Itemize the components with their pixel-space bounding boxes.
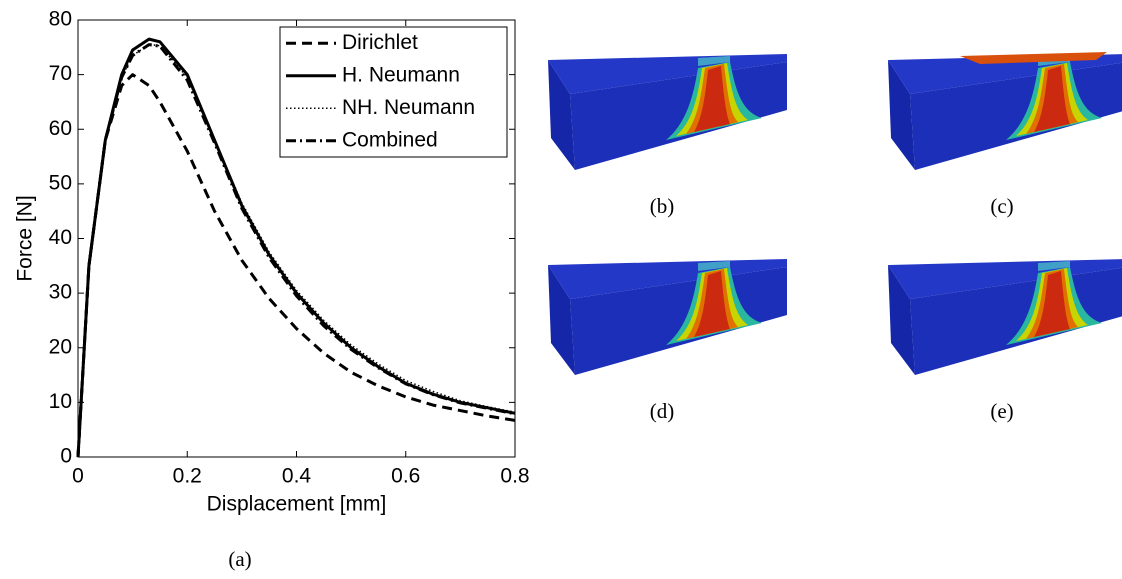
y-tick-label: 60 <box>49 117 72 140</box>
y-tick-label: 10 <box>49 390 72 413</box>
panel-label: (e) <box>990 399 1013 423</box>
y-tick-label: 0 <box>60 445 72 468</box>
x-axis-label: Displacement [mm] <box>207 493 387 516</box>
legend-label: Dirichlet <box>342 31 418 54</box>
y-tick-label: 80 <box>49 8 72 31</box>
panel-label: (c) <box>990 194 1013 218</box>
panel-label: (d) <box>650 399 675 423</box>
y-tick-label: 70 <box>49 62 72 85</box>
x-tick-label: 0.4 <box>282 465 312 488</box>
panel-d: (d) <box>548 259 787 423</box>
y-tick-label: 50 <box>49 171 72 194</box>
x-tick-label: 0.2 <box>173 465 202 488</box>
y-tick-label: 20 <box>49 335 72 358</box>
panel-label: (b) <box>650 194 675 218</box>
panel-e: (e) <box>888 259 1122 423</box>
x-tick-label: 0.6 <box>391 465 420 488</box>
figure: 0 0.2 0.4 0.6 0.8 0 10 20 30 40 50 60 70 80 Displaceme… <box>0 0 1122 574</box>
x-tick-label: 0.8 <box>500 465 529 488</box>
y-tick-label: 40 <box>49 226 72 249</box>
y-axis-label: Force [N] <box>14 195 37 281</box>
panel-b: (b) <box>548 54 787 218</box>
y-tick-label: 30 <box>49 281 72 304</box>
legend-label: NH. Neumann <box>342 96 475 119</box>
legend-label: H. Neumann <box>342 63 460 86</box>
line-chart: 0 0.2 0.4 0.6 0.8 0 10 20 30 40 50 60 70 80 Displaceme… <box>14 8 530 516</box>
legend-label: Combined <box>342 128 438 151</box>
panel-c: (c) <box>888 49 1122 218</box>
x-tick-label: 0 <box>72 465 84 488</box>
panel-caption: (a) <box>228 547 251 571</box>
